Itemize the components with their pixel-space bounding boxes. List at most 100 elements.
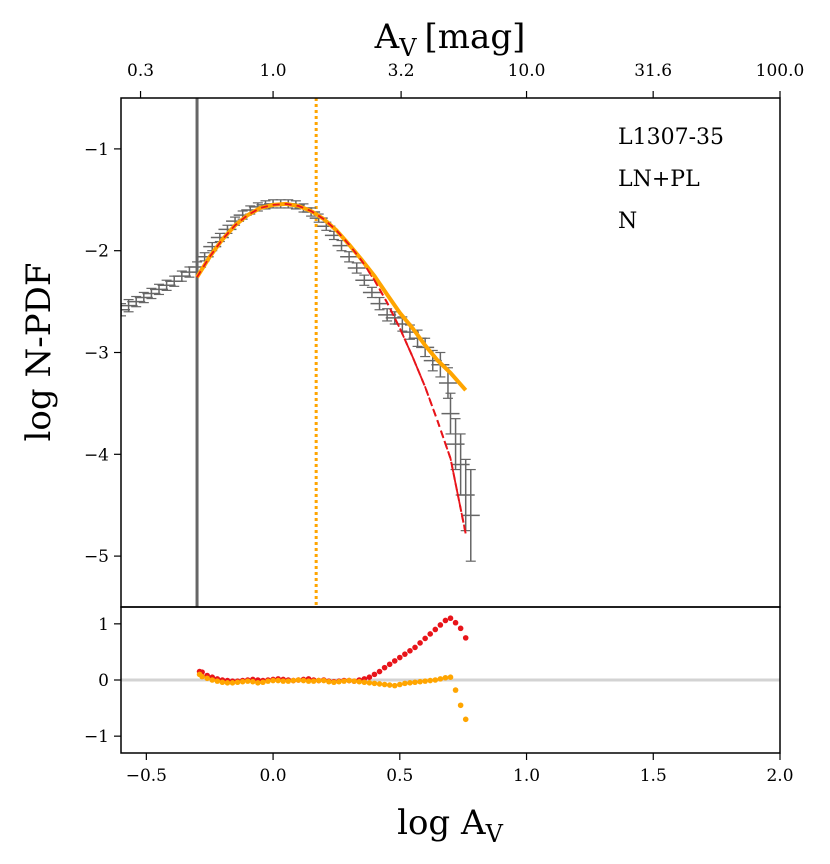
y-tick-label: −5 bbox=[84, 547, 109, 567]
residual-point bbox=[442, 617, 449, 624]
residual-point bbox=[331, 679, 337, 686]
residual-point bbox=[366, 680, 373, 686]
residual-point bbox=[412, 679, 418, 686]
errorbar-point bbox=[121, 303, 130, 317]
residual-point bbox=[427, 677, 434, 684]
residual-point bbox=[376, 681, 383, 687]
top-axis-title: AV [mag] bbox=[374, 17, 526, 62]
errorbar-point bbox=[446, 418, 465, 471]
residual-point bbox=[397, 654, 403, 661]
errorbar-point bbox=[340, 251, 359, 263]
top-tick-label: 3.2 bbox=[388, 61, 415, 81]
top-axis-title-main: A bbox=[374, 17, 400, 57]
residual-point bbox=[366, 674, 373, 680]
residual-point bbox=[234, 679, 241, 686]
errorbar-point bbox=[441, 392, 460, 435]
residual-point bbox=[417, 640, 423, 646]
residual-point bbox=[407, 680, 413, 686]
residual-point bbox=[391, 682, 398, 689]
residual-point bbox=[229, 680, 236, 686]
annotation-model: LN+PL bbox=[618, 167, 700, 192]
y-axis-title: log N-PDF bbox=[19, 263, 59, 442]
residual-point bbox=[462, 716, 469, 723]
errorbar-point bbox=[347, 262, 366, 274]
main-plot-area bbox=[121, 98, 480, 607]
errorbar-point bbox=[355, 274, 374, 286]
x-tick-label: 0.0 bbox=[260, 766, 287, 786]
residual-point bbox=[442, 674, 449, 681]
top-tick-label: 1.0 bbox=[260, 61, 287, 81]
residual-point bbox=[371, 680, 378, 687]
residual-point bbox=[457, 702, 464, 709]
residual-point bbox=[320, 677, 327, 684]
residual-point bbox=[432, 626, 439, 633]
top-axis-title-sub: V bbox=[398, 34, 417, 62]
residual-point bbox=[447, 674, 454, 680]
residual-point bbox=[270, 677, 276, 684]
residual-point bbox=[407, 648, 413, 654]
residual-point bbox=[422, 635, 428, 642]
residual-point bbox=[462, 635, 469, 641]
residual-point bbox=[255, 680, 261, 686]
residual-point bbox=[386, 682, 393, 688]
lognormal-overlay-line bbox=[196, 202, 467, 534]
residual-point bbox=[295, 677, 302, 683]
residual-point bbox=[437, 622, 444, 628]
errorbar-point bbox=[461, 468, 480, 562]
top-tick-label: 0.3 bbox=[127, 61, 154, 81]
residual-y-tick-label: −1 bbox=[84, 727, 109, 747]
residual-point bbox=[290, 677, 297, 684]
residual-point bbox=[265, 678, 271, 684]
residual-point bbox=[371, 671, 378, 678]
residual-y-tick-label: 0 bbox=[98, 671, 109, 691]
residual-point bbox=[239, 678, 246, 685]
residual-point bbox=[310, 678, 317, 684]
x-tick-label: 2.0 bbox=[766, 766, 793, 786]
residual-point bbox=[381, 664, 388, 671]
x-tick-label: −0.5 bbox=[126, 766, 167, 786]
residual-point bbox=[214, 678, 221, 684]
residual-point bbox=[361, 679, 368, 686]
residual-point bbox=[285, 678, 292, 684]
y-tick-label: −4 bbox=[84, 445, 109, 465]
residual-point bbox=[427, 631, 434, 637]
y-tick-label: −2 bbox=[84, 242, 109, 262]
top-tick-label: 31.6 bbox=[634, 61, 672, 81]
residual-point bbox=[336, 678, 342, 685]
residual-y-tick-label: 1 bbox=[98, 615, 109, 635]
annotation-cloud-name: L1307-35 bbox=[618, 125, 724, 150]
x-tick-label: 1.0 bbox=[513, 766, 540, 786]
residual-point bbox=[199, 673, 205, 680]
residual-point bbox=[260, 679, 266, 686]
residual-point bbox=[351, 678, 357, 684]
x-tick-label: 0.5 bbox=[386, 766, 413, 786]
residual-point bbox=[422, 678, 428, 684]
residual-point bbox=[397, 681, 403, 688]
residual-point bbox=[300, 677, 307, 684]
y-tick-label: −3 bbox=[84, 344, 109, 364]
top-axis-title-unit: [mag] bbox=[425, 17, 526, 57]
errorbar-point bbox=[370, 296, 389, 311]
residual-point bbox=[315, 677, 322, 684]
residual-point bbox=[447, 615, 454, 622]
residual-point bbox=[412, 644, 418, 651]
residual-point bbox=[346, 677, 352, 684]
residual-point bbox=[224, 680, 231, 686]
errorbar-point bbox=[456, 458, 475, 532]
residual-point bbox=[250, 678, 256, 685]
residual-point bbox=[417, 678, 423, 685]
residual-point bbox=[341, 678, 347, 684]
y-tick-label: −1 bbox=[84, 140, 109, 160]
residual-point bbox=[437, 676, 444, 682]
residual-point bbox=[209, 677, 216, 683]
residual-plot-area bbox=[121, 615, 780, 723]
residual-point bbox=[432, 677, 439, 683]
x-axis-title-sub: V bbox=[485, 820, 504, 848]
residual-point bbox=[376, 668, 383, 675]
errorbar-point bbox=[127, 295, 146, 308]
x-axis-title-main: log A bbox=[397, 803, 486, 843]
residual-point bbox=[381, 681, 388, 688]
residual-point bbox=[275, 677, 281, 684]
